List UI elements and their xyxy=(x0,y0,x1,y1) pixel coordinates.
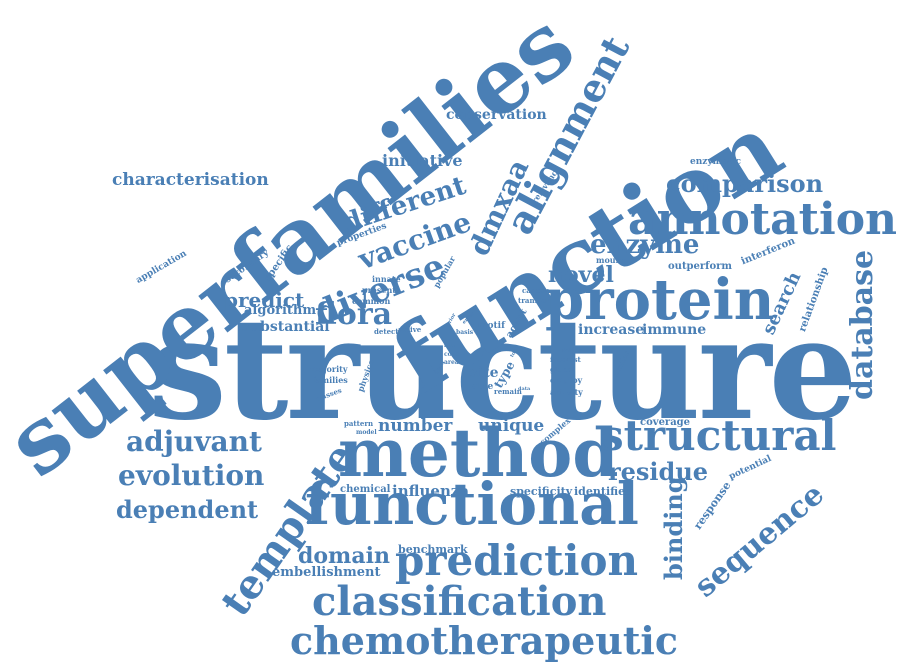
word-mouse: mouse xyxy=(596,255,626,265)
word-role: role xyxy=(444,343,456,349)
word-embellishment: embellishment xyxy=(272,565,381,580)
word-present: present xyxy=(362,285,397,295)
word-chemotherapeutic: chemotherapeutic xyxy=(290,618,678,663)
word-functional: functional xyxy=(305,470,639,538)
word-prediction: prediction xyxy=(395,536,639,585)
word-cancer: cancer xyxy=(522,286,549,295)
word-detect: detect xyxy=(374,327,399,336)
word-pattern: pattern xyxy=(344,419,374,428)
word-active: active xyxy=(398,325,422,334)
word-database: database xyxy=(845,249,880,400)
word-global: global xyxy=(550,365,575,374)
word-interest: interest xyxy=(550,355,581,364)
word-site: site xyxy=(470,365,499,381)
word-increase: increase xyxy=(578,322,645,338)
word-activity: activity xyxy=(550,387,583,397)
word-able: able xyxy=(472,382,494,392)
word-residue: residue xyxy=(608,457,709,486)
word-motif: motif xyxy=(478,321,505,331)
word-structural: structural xyxy=(600,411,837,460)
word-flora: flora xyxy=(315,297,393,332)
word-conservation: conservation xyxy=(446,107,547,123)
word-enzymatic: enzymatic xyxy=(690,157,742,167)
word-common: common xyxy=(352,296,391,306)
word-novel: novel xyxy=(548,262,614,288)
word-characterisation: characterisation xyxy=(112,170,269,190)
word-binding: binding xyxy=(659,476,688,580)
word-core: core xyxy=(444,351,459,358)
word-identifies: identifies xyxy=(574,485,632,498)
word-innate: innate xyxy=(372,274,401,284)
word-major: major xyxy=(562,347,582,354)
word-predict: predict xyxy=(224,288,305,312)
word-employ: employ xyxy=(550,375,583,385)
word-annotation: annotation xyxy=(628,194,898,245)
word-classification: classification xyxy=(312,578,607,625)
word-benchmark: benchmark xyxy=(398,543,468,556)
word-area: area xyxy=(444,359,459,366)
word-evolution: evolution xyxy=(118,459,265,492)
word-adjuvant: adjuvant xyxy=(126,425,262,458)
word-substantial: substantial xyxy=(242,319,330,335)
word-comparison: comparison xyxy=(666,169,824,198)
word-basis: basis xyxy=(456,329,474,336)
word-specificity: specificity xyxy=(510,485,573,498)
word-structure: structure xyxy=(148,288,858,452)
word-transfer: transfer xyxy=(518,296,550,305)
word-immune: immune xyxy=(642,322,707,338)
word-number: number xyxy=(378,416,453,436)
word-method: method xyxy=(338,414,619,492)
word-protein: protein xyxy=(545,267,775,333)
word-model: model xyxy=(356,429,377,436)
word-chemical: chemical xyxy=(340,484,391,495)
word-dependent: dependent xyxy=(116,495,259,524)
word-enzyme: enzyme xyxy=(590,230,700,260)
word-coverage: coverage xyxy=(640,417,691,428)
word-influenza: influenza xyxy=(392,482,470,500)
word-unique: unique xyxy=(478,416,545,436)
word-algorithm: algorithm xyxy=(244,303,317,318)
word-initiative: initiative xyxy=(382,151,463,170)
word-domain: domain xyxy=(298,543,390,569)
word-outperform: outperform xyxy=(668,261,733,272)
word-remain: remain xyxy=(494,387,522,396)
word-majority: majority xyxy=(310,364,348,374)
word-data: data xyxy=(518,386,531,392)
word-response: response xyxy=(691,479,734,532)
word-families: families xyxy=(312,375,348,385)
